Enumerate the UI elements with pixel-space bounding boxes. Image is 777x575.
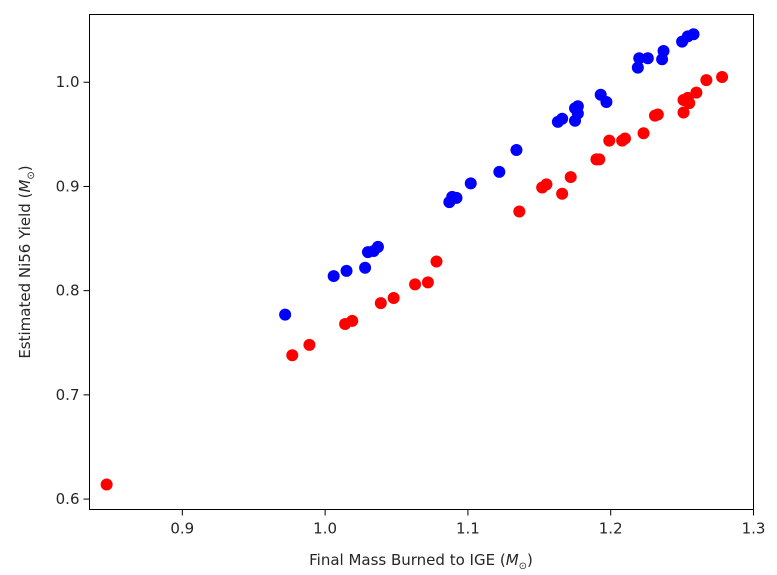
- data-point-series-1: [327, 270, 340, 283]
- data-point-series-2: [346, 314, 359, 327]
- data-point-series-2: [593, 153, 606, 166]
- y-tick-label: 0.7: [56, 386, 80, 404]
- data-point-series-1: [641, 52, 654, 65]
- data-points: [100, 28, 729, 491]
- data-point-series-2: [618, 132, 631, 145]
- data-point-series-2: [540, 178, 553, 191]
- data-point-series-2: [556, 187, 569, 200]
- data-point-series-2: [387, 291, 400, 304]
- x-tick-label: 1.2: [599, 520, 623, 538]
- data-point-series-1: [493, 165, 506, 178]
- x-tick-label: 1.3: [742, 520, 766, 538]
- data-point-series-1: [657, 44, 670, 57]
- data-point-series-1: [600, 96, 613, 109]
- data-point-series-2: [100, 478, 113, 491]
- data-point-series-1: [631, 61, 644, 74]
- plot-area: [89, 14, 754, 510]
- y-tick-label: 1.0: [56, 73, 80, 91]
- y-tick-label: 0.6: [56, 490, 80, 508]
- data-point-series-2: [677, 106, 690, 119]
- data-point-series-1: [450, 191, 463, 204]
- data-point-series-1: [340, 264, 353, 277]
- data-point-series-2: [683, 97, 696, 110]
- data-point-series-1: [510, 143, 523, 156]
- x-axis-ticks: 0.9 1.0 1.1 1.2 1.3: [170, 509, 766, 538]
- data-point-series-1: [633, 52, 646, 65]
- data-point-series-2: [700, 74, 713, 87]
- y-axis-ticks: 0.6 0.7 0.8 0.9 1.0: [56, 73, 90, 508]
- data-point-series-1: [359, 261, 372, 274]
- data-point-series-2: [651, 108, 664, 121]
- data-point-series-2: [513, 205, 526, 218]
- data-point-series-2: [421, 276, 434, 289]
- data-point-series-2: [409, 278, 422, 291]
- data-point-series-1: [464, 177, 477, 190]
- data-point-series-1: [571, 107, 584, 120]
- data-point-series-2: [564, 171, 577, 184]
- data-point-series-2: [637, 127, 650, 140]
- data-point-series-2: [374, 297, 387, 310]
- data-point-series-2: [716, 71, 729, 84]
- data-point-series-1: [371, 240, 384, 253]
- data-point-series-2: [603, 134, 616, 147]
- y-tick-label: 0.9: [56, 177, 80, 195]
- data-point-series-2: [303, 338, 316, 351]
- x-tick-label: 1.1: [456, 520, 480, 538]
- y-tick-label: 0.8: [56, 282, 80, 300]
- x-tick-label: 0.9: [170, 520, 194, 538]
- data-point-series-2: [286, 349, 299, 362]
- y-axis-label: Estimated Ni56 Yield (M⊙): [16, 165, 37, 358]
- data-point-series-1: [556, 112, 569, 125]
- x-axis-label: Final Mass Burned to IGE (M⊙): [309, 551, 533, 572]
- data-point-series-1: [279, 308, 292, 321]
- x-tick-label: 1.0: [313, 520, 337, 538]
- data-point-series-2: [690, 86, 703, 99]
- data-point-series-2: [430, 255, 443, 268]
- data-point-series-1: [687, 28, 700, 41]
